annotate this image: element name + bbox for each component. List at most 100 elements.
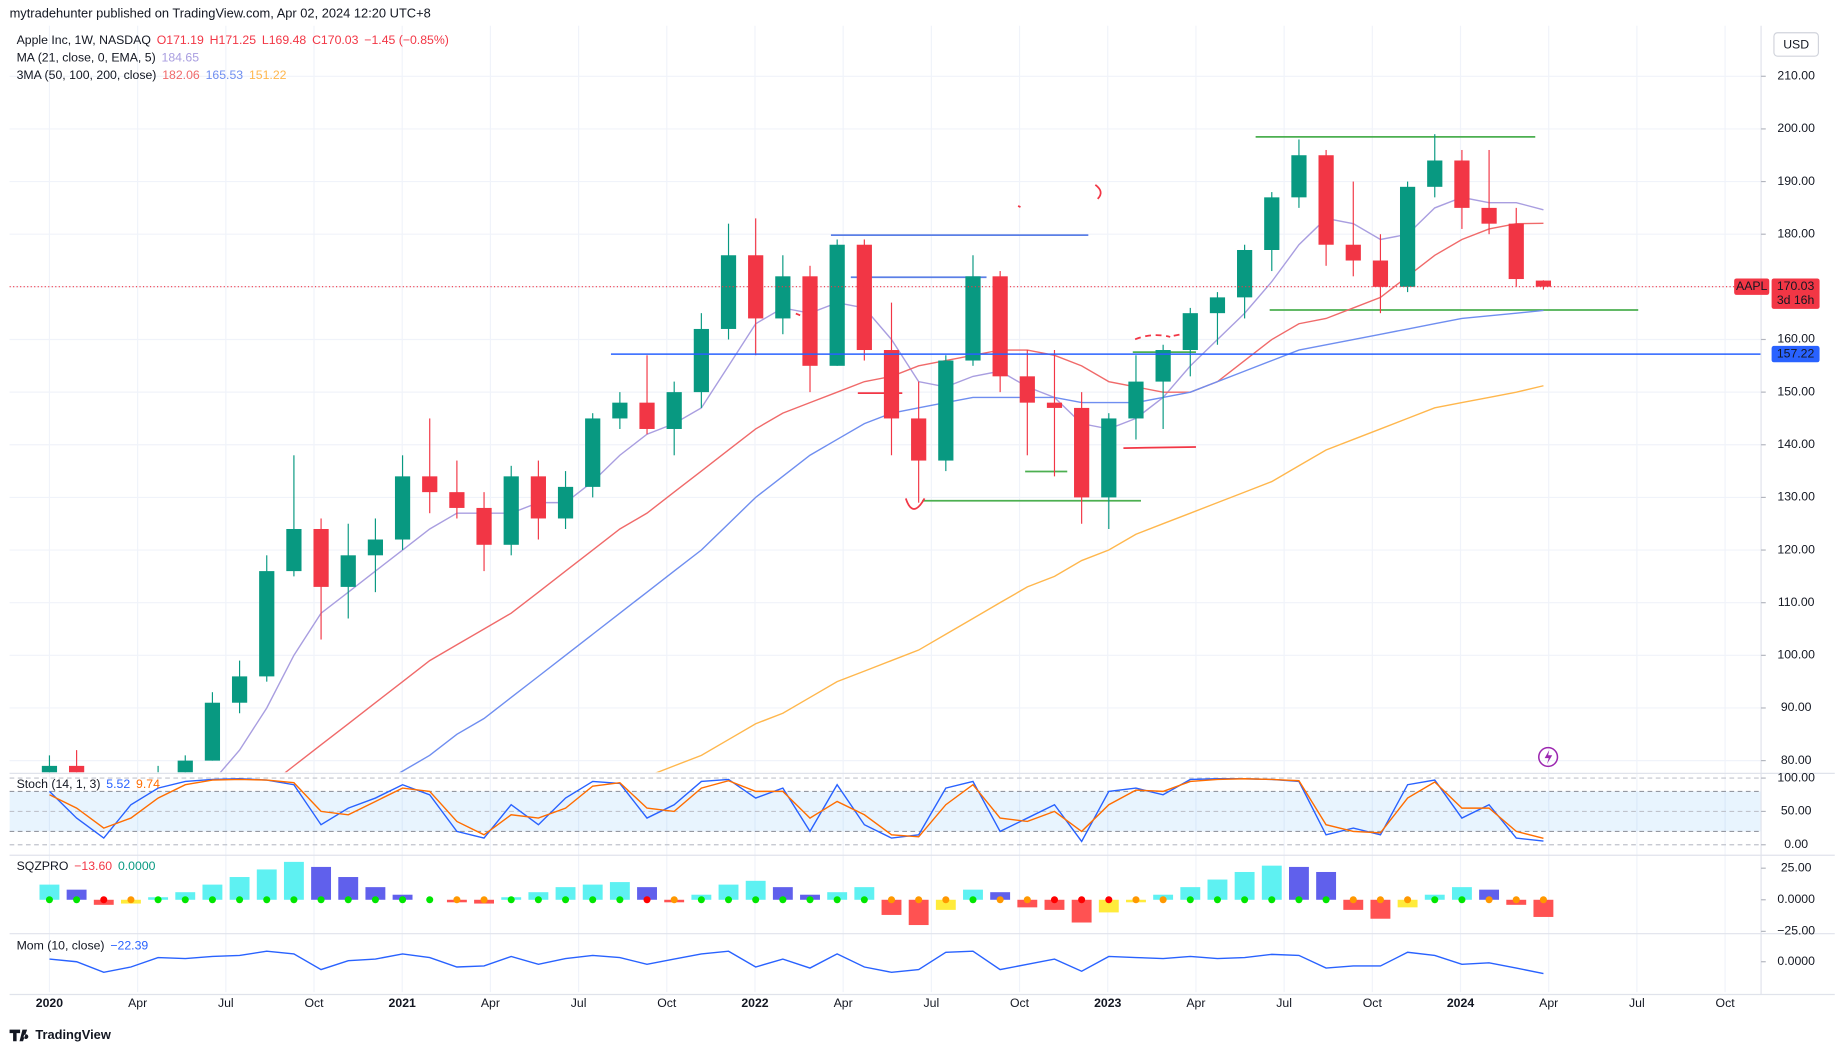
candle-body — [340, 555, 356, 587]
squeeze-dot — [480, 896, 488, 904]
y-tick-label: 120.00 — [1777, 542, 1815, 556]
drawing-curve — [1094, 184, 1102, 200]
squeeze-dot — [725, 896, 733, 904]
histogram-bar — [283, 861, 304, 900]
y-tick-label: 0.0000 — [1777, 954, 1815, 968]
legend-ohlc: O171.19 — [157, 33, 204, 47]
candle-body — [41, 765, 58, 773]
y-tick-label: 200.00 — [1777, 121, 1815, 135]
drawing-line — [1123, 446, 1196, 449]
currency[interactable]: USD — [1783, 37, 1809, 51]
candle-body — [1074, 407, 1090, 498]
candle-body — [1481, 207, 1497, 224]
legend-indicator: Mom (10, close) — [17, 939, 105, 953]
legend-indicator: SQZPRO — [17, 859, 69, 873]
x-tick-label: Apr — [834, 996, 853, 1010]
candle-body — [1182, 313, 1198, 351]
legend-value: 9.74 — [136, 777, 160, 791]
histogram-bar — [175, 892, 196, 900]
squeeze-dot — [127, 896, 135, 904]
squeeze-dot — [1539, 896, 1547, 904]
squeeze-dot — [73, 896, 81, 904]
candle-body — [313, 528, 329, 587]
candle-body — [965, 276, 981, 361]
x-tick-label: 2020 — [36, 996, 63, 1010]
x-tick-label: Oct — [1363, 996, 1383, 1010]
candle-body — [503, 476, 519, 545]
frame: USD TradingView mytradehunter published … — [9, 5, 1835, 1042]
squeeze-dot — [643, 896, 651, 904]
alert-icon[interactable] — [1538, 746, 1559, 768]
histogram-bar — [39, 884, 60, 900]
candle-body — [394, 476, 411, 540]
squeeze-dot — [1322, 896, 1330, 904]
legend: SQZPRO −13.60 0.0000 — [17, 859, 156, 873]
alert-icon-bolt — [1544, 749, 1553, 765]
candle-body — [1155, 350, 1171, 382]
squeeze-dot — [562, 896, 570, 904]
symbol-tag — [1734, 278, 1770, 295]
drawing-curve — [904, 497, 926, 510]
squeeze-dot — [996, 896, 1004, 904]
candle-body — [259, 571, 275, 677]
candle-body — [231, 676, 248, 703]
histogram-bar — [1017, 899, 1038, 908]
last-price-tag — [1771, 278, 1820, 309]
indicator-line — [49, 778, 1544, 839]
legend-symbol: Apple Inc, 1W, NASDAQ — [17, 33, 151, 47]
legend-ohlc: −1.45 (−0.85%) — [364, 33, 449, 47]
squeeze-dot — [290, 896, 298, 904]
squeeze-dot — [887, 896, 896, 904]
legend-indicator: Stoch (14, 1, 3) — [17, 777, 101, 791]
candle-body — [1291, 155, 1307, 198]
mom-pane — [49, 950, 1544, 975]
squeeze-dot — [507, 896, 515, 904]
x-tick-label: Apr — [1186, 996, 1205, 1010]
moving-average — [284, 222, 1544, 773]
histogram-bar — [66, 889, 87, 900]
histogram-bar — [990, 892, 1011, 900]
currency-box[interactable] — [1773, 32, 1819, 57]
drawing-dot — [1017, 205, 1021, 208]
y-tick-label: 130.00 — [1777, 490, 1815, 504]
legend-indicator: MA (21, close, 0, EMA, 5) — [17, 51, 156, 65]
histogram-bar — [582, 884, 603, 900]
histogram-bar — [772, 887, 793, 900]
candle-body — [612, 402, 628, 419]
x-tick-label: Jul — [571, 996, 587, 1010]
y-tick-label: 140.00 — [1777, 437, 1815, 451]
histogram-bar — [908, 899, 929, 926]
candle-body — [286, 528, 302, 572]
histogram-bar — [1288, 866, 1309, 900]
histogram-bar — [1261, 865, 1282, 900]
y-tick-label: 100.00 — [1777, 770, 1815, 784]
candle-body — [530, 476, 546, 519]
price-line-label: 157.22 — [1777, 346, 1815, 360]
y-tick-label: 90.00 — [1781, 700, 1812, 714]
histogram-bar — [1071, 899, 1092, 923]
histogram-bar — [555, 887, 576, 900]
candle-body — [1237, 249, 1253, 298]
legend-ohlc: H171.25 — [210, 33, 257, 47]
squeeze-dot — [589, 896, 597, 904]
histogram-bar — [1044, 899, 1065, 910]
candle-body — [911, 418, 927, 461]
x-tick-label: Jul — [218, 996, 234, 1010]
squeeze-dot — [833, 896, 841, 904]
x-tick-label: Jul — [1276, 996, 1292, 1010]
x-tick-label: 2024 — [1447, 996, 1474, 1010]
drawing-curve — [1134, 333, 1180, 341]
candle-body — [639, 402, 655, 429]
squeeze-dot — [616, 896, 624, 904]
squeeze-dot — [1159, 896, 1167, 904]
squeeze-dot — [806, 896, 814, 904]
squeeze-dot — [1050, 896, 1058, 904]
x-tick-label: Oct — [657, 996, 677, 1010]
histogram-bar — [1207, 879, 1228, 900]
indicator-line — [49, 950, 1544, 975]
squeeze-dot — [208, 896, 216, 904]
y-tick-label: 210.00 — [1777, 69, 1815, 83]
histogram-bar — [827, 892, 848, 900]
candle-body — [666, 392, 682, 429]
squeeze-dot — [942, 896, 950, 904]
